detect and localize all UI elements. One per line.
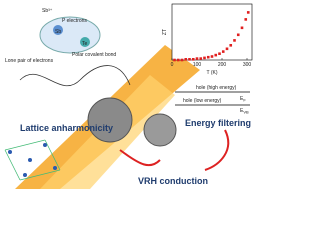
symbol: E: [240, 96, 244, 102]
inset-chart: ZT T (K) 0 100 200 300: [162, 3, 253, 76]
point: [203, 56, 206, 60]
x-tick-label: 200: [218, 62, 227, 68]
point: [195, 57, 199, 60]
label: P electrons: [62, 18, 87, 24]
label: EVB: [240, 108, 249, 115]
y-axis-label: ZT: [162, 29, 168, 35]
section-title: Energy filtering: [185, 118, 251, 128]
x-tick-label: 100: [193, 62, 202, 68]
label: hole (high energy): [196, 85, 237, 91]
atom: [80, 37, 90, 47]
label: Sb: [55, 29, 61, 35]
x-axis-label: T (K): [206, 70, 217, 76]
crystal-atoms: [8, 143, 57, 177]
potential-curve: [19, 65, 131, 87]
point: [225, 47, 229, 51]
point: [199, 57, 203, 60]
label: Lone pair of electrons: [5, 58, 54, 64]
subscript: F: [243, 98, 246, 103]
point: [210, 55, 214, 58]
point: [246, 11, 250, 14]
plot-frame: [171, 3, 253, 61]
point: [173, 58, 176, 62]
point: [180, 58, 184, 62]
label: EF: [240, 96, 246, 103]
point: [206, 55, 210, 59]
arrow: [119, 149, 161, 167]
section-title: Lattice anharmonicity: [20, 123, 113, 133]
point: [233, 39, 236, 42]
micrograph: [87, 97, 133, 143]
point: [221, 50, 225, 53]
label: Polar covalent bond: [72, 52, 116, 58]
x-tick-label: 0: [171, 62, 174, 68]
point: [188, 58, 191, 61]
point: [236, 33, 240, 37]
label: Sb³⁺: [42, 8, 53, 14]
point: [184, 58, 188, 61]
point: [229, 44, 233, 47]
crystal-structure: [4, 139, 61, 181]
section-title: VRH conduction: [138, 176, 208, 186]
label: hole (low energy): [183, 98, 222, 104]
point: [244, 18, 248, 21]
atom: [53, 25, 63, 35]
point: [191, 58, 195, 61]
x-tick-label: 300: [243, 62, 252, 68]
point: [214, 53, 218, 57]
label: Te: [82, 41, 88, 47]
subscript: VB: [243, 110, 249, 115]
point: [240, 26, 244, 30]
point: [176, 58, 180, 62]
graphical-abstract: Sb³⁺ P electrons Polar covalent bond Lon…: [4, 3, 253, 189]
symbol: E: [240, 108, 244, 114]
point: [218, 52, 221, 55]
micrograph: [143, 113, 177, 147]
arrow: [204, 129, 230, 171]
